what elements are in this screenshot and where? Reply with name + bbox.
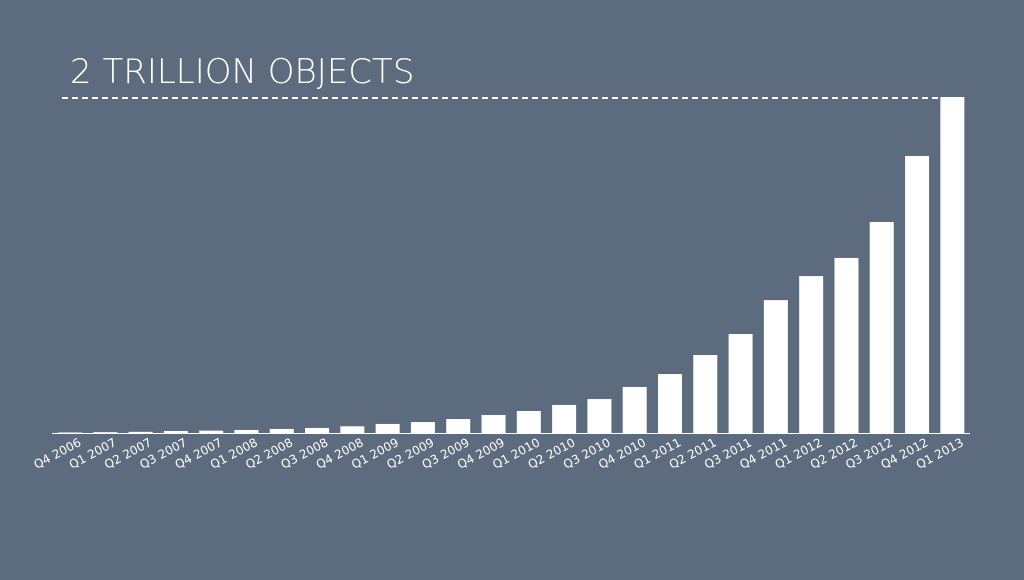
bar	[163, 430, 188, 433]
bar	[57, 432, 82, 433]
bar	[799, 276, 824, 433]
bar	[93, 432, 118, 433]
bar	[622, 386, 647, 433]
bar	[905, 155, 930, 433]
bar	[446, 419, 471, 433]
bar	[657, 374, 682, 433]
bar	[481, 415, 506, 433]
bar	[199, 430, 224, 433]
bar	[552, 404, 577, 433]
bar	[693, 355, 718, 433]
bar	[940, 97, 965, 433]
bar	[763, 300, 788, 433]
bar	[728, 334, 753, 433]
bar	[269, 428, 294, 433]
bar	[410, 422, 435, 433]
bar	[375, 423, 400, 433]
bar	[340, 426, 365, 433]
bar	[834, 257, 859, 433]
bar	[128, 431, 153, 433]
bar	[869, 221, 894, 433]
bar	[305, 427, 330, 433]
chart-title: 2 TRILLION OBJECTS	[70, 52, 414, 92]
bar	[516, 410, 541, 433]
bar	[587, 399, 612, 433]
bar	[234, 429, 259, 433]
